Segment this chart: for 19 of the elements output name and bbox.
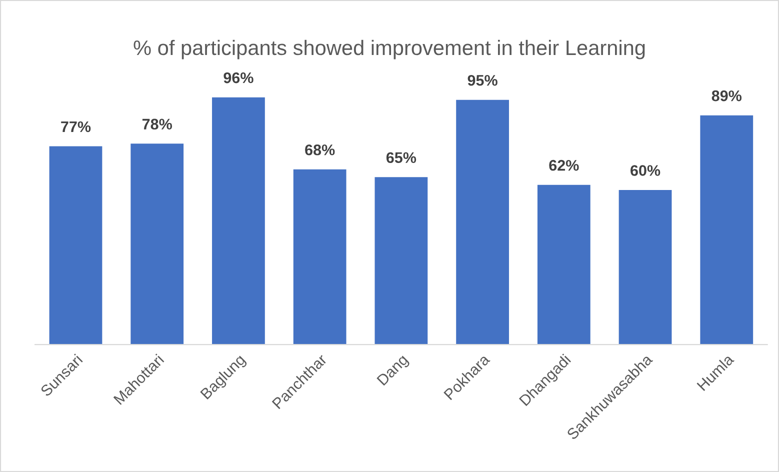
data-label: 68% (305, 144, 335, 156)
bar (700, 115, 754, 345)
data-label: 78% (142, 118, 172, 130)
data-label: 77% (61, 121, 91, 132)
bar (618, 190, 672, 345)
data-label: 96% (224, 72, 254, 84)
data-label: 60% (630, 165, 660, 176)
bar (49, 146, 102, 345)
bar (537, 184, 590, 345)
bar (212, 97, 265, 345)
data-label: 89% (712, 90, 742, 102)
bar (293, 169, 346, 345)
bar (130, 144, 184, 345)
chart-title: % of participants showed improvement in their Learning (134, 40, 645, 60)
data-label: 65% (386, 152, 416, 164)
data-label: 62% (549, 160, 579, 171)
data-label: 95% (468, 74, 498, 86)
bar (374, 177, 428, 345)
bar (456, 100, 509, 345)
